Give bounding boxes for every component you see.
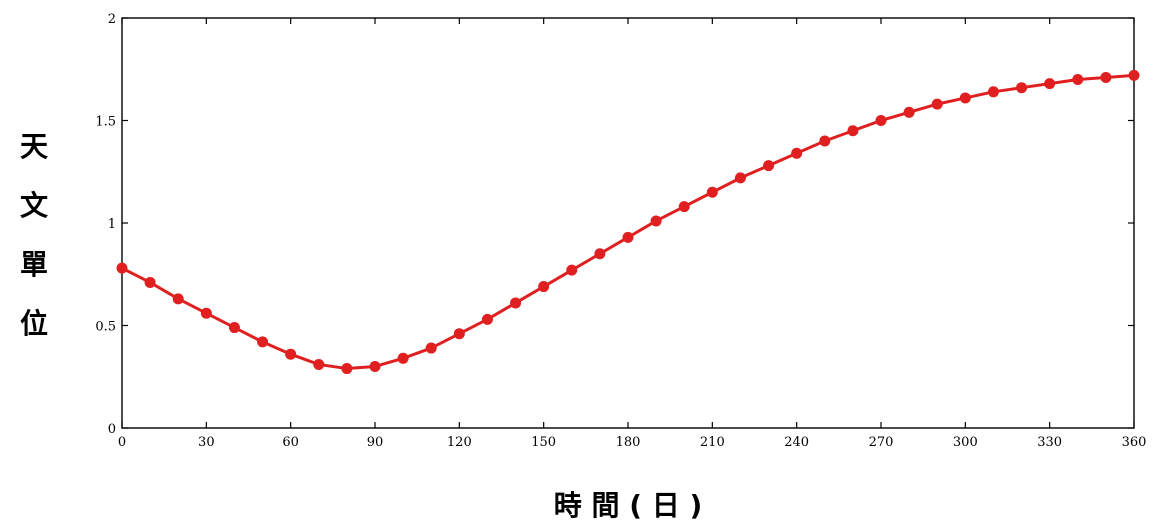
y-axis-ticks: 0 0.5 1 1.5 2 [95, 12, 1134, 437]
data-point [144, 276, 156, 288]
series-layer [116, 69, 1140, 375]
y-axis-title-char: 單 [20, 248, 48, 281]
data-point [285, 348, 297, 360]
data-point [1016, 82, 1028, 94]
data-point [397, 352, 409, 364]
series-line [121, 73, 1135, 371]
data-point [650, 215, 662, 227]
plot-area [121, 17, 1135, 429]
y-tick-label: 1 [108, 217, 116, 232]
x-tick-label: 150 [531, 435, 556, 450]
data-point [706, 186, 718, 198]
x-tick-label: 0 [118, 435, 126, 450]
x-tick-label: 360 [1122, 435, 1147, 450]
data-point [1100, 71, 1112, 83]
x-tick-label: 270 [869, 435, 894, 450]
data-point [313, 358, 325, 370]
data-point [481, 313, 493, 325]
data-point [903, 106, 915, 118]
data-point [1072, 74, 1084, 85]
x-axis-title: 時 間 ( 日 ) [554, 489, 703, 522]
data-point [172, 293, 184, 305]
data-point [1128, 69, 1140, 81]
x-tick-label: 240 [784, 435, 809, 450]
data-point [257, 336, 269, 348]
data-point [678, 201, 690, 213]
x-tick-label: 60 [282, 435, 299, 450]
data-point [931, 98, 943, 110]
plot-frame [121, 17, 1135, 429]
y-axis-title-char: 天 [20, 130, 48, 163]
data-point [1044, 78, 1056, 90]
data-point [959, 92, 971, 104]
data-point [425, 342, 437, 354]
x-tick-label: 210 [700, 435, 725, 450]
data-point [369, 361, 381, 372]
y-tick-label: 2 [108, 12, 116, 27]
y-axis-title-char: 文 [20, 189, 48, 222]
data-point [510, 297, 522, 309]
data-point [453, 328, 465, 340]
data-point [987, 86, 999, 98]
data-point [228, 322, 240, 334]
data-point [566, 264, 578, 276]
data-point [791, 147, 803, 159]
data-point [847, 125, 859, 137]
y-tick-label: 0.5 [95, 320, 116, 335]
x-axis-ticks: 0 30 60 90 120 150 180 210 240 270 300 330 360 [118, 18, 1147, 450]
y-tick-label: 1.5 [95, 115, 116, 130]
x-tick-label: 180 [616, 435, 641, 450]
data-point [538, 281, 550, 293]
data-point [594, 248, 606, 260]
data-point [819, 135, 831, 147]
x-tick-label: 330 [1037, 435, 1062, 450]
data-point [763, 160, 775, 172]
data-point [116, 262, 128, 274]
x-tick-label: 90 [367, 435, 384, 450]
y-tick-label: 0 [108, 422, 116, 437]
x-tick-label: 300 [953, 435, 978, 450]
data-point [622, 231, 634, 243]
x-tick-label: 30 [198, 435, 215, 450]
data-point [875, 115, 887, 126]
data-point [734, 172, 746, 184]
x-tick-label: 120 [447, 435, 472, 450]
data-point [200, 307, 212, 319]
y-axis-title-char: 位 [20, 307, 48, 340]
data-point [341, 363, 353, 375]
